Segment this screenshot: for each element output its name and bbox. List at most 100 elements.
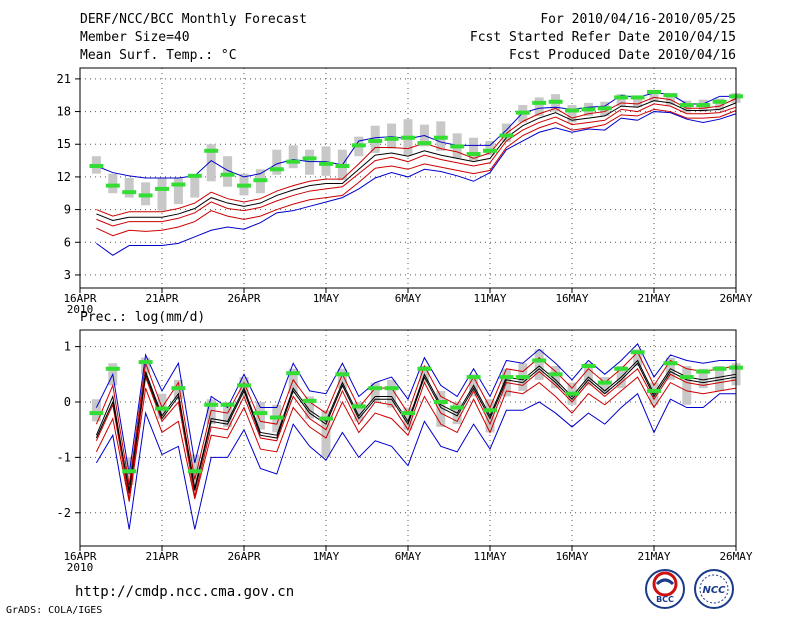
obs-marker — [171, 386, 186, 391]
x-tick-label: 11MAY — [473, 292, 506, 305]
obs-marker — [237, 183, 251, 188]
obs-marker — [614, 366, 629, 371]
temp-variable-label: Mean Surf. Temp.: °C — [80, 48, 237, 63]
series-middle — [95, 362, 737, 491]
ensemble-box — [354, 402, 364, 422]
obs-marker — [204, 148, 219, 153]
forecast-period: For 2010/04/16-2010/05/25 — [540, 12, 736, 27]
obs-marker — [335, 164, 350, 169]
obs-marker — [597, 380, 612, 385]
series-mean — [96, 100, 737, 221]
x-tick-label: 26MAY — [719, 292, 752, 305]
ensemble-box — [173, 178, 183, 205]
obs-marker — [155, 406, 169, 411]
obs-marker — [630, 350, 645, 355]
obs-marker — [433, 400, 448, 404]
obs-marker — [220, 172, 235, 177]
ensemble-box — [272, 149, 282, 175]
ensemble-box — [223, 156, 233, 187]
ensemble-box — [633, 349, 643, 366]
obs-marker — [532, 358, 547, 363]
obs-marker — [712, 366, 727, 371]
obs-marker — [269, 167, 284, 172]
ensemble-box — [633, 96, 643, 108]
obs-marker — [187, 469, 202, 474]
ensemble-box — [108, 173, 118, 194]
ensemble-box — [403, 407, 413, 430]
y-tick-label: 6 — [64, 235, 71, 249]
ensemble-box — [551, 366, 561, 389]
ensemble-box — [255, 402, 265, 430]
obs-marker — [663, 361, 678, 366]
series-lower-inner-2 — [95, 376, 737, 502]
obs-marker — [433, 135, 448, 140]
y-tick-label: 18 — [57, 105, 71, 119]
y-tick-label: -2 — [57, 506, 71, 520]
ensemble-box — [436, 390, 446, 427]
obs-marker — [696, 369, 711, 374]
ensemble-box — [567, 105, 577, 123]
ensemble-box — [616, 94, 626, 107]
x-tick-label: 26MAY — [719, 550, 752, 563]
ensemble-box — [370, 382, 380, 402]
obs-marker — [663, 93, 678, 98]
obs-marker — [466, 152, 481, 157]
x-tick-label: 6MAY — [395, 292, 422, 305]
y-tick-label: 12 — [57, 170, 71, 184]
x-tick-label: 26APR — [227, 550, 260, 563]
obs-marker — [515, 375, 530, 380]
obs-marker — [187, 173, 202, 178]
obs-marker — [450, 144, 465, 149]
obs-marker — [696, 103, 711, 108]
x-tick-label: 16APR — [63, 292, 96, 305]
ensemble-box — [91, 399, 101, 422]
obs-marker — [597, 106, 612, 111]
obs-marker — [581, 364, 596, 368]
obs-marker — [204, 402, 219, 407]
y-tick-label: 9 — [64, 203, 71, 217]
ensemble-box — [206, 144, 216, 182]
obs-marker — [138, 360, 153, 365]
x-tick-label: 21APR — [145, 292, 178, 305]
ensemble-box — [600, 377, 610, 394]
obs-marker — [155, 186, 169, 191]
ensemble-box — [190, 174, 200, 198]
obs-marker — [302, 398, 317, 403]
ensemble-box — [583, 363, 593, 386]
x-tick-label: 21MAY — [637, 292, 670, 305]
obs-marker — [89, 164, 104, 169]
x-tick-label: 6MAY — [395, 550, 422, 563]
source-url[interactable]: http://cmdp.ncc.cma.gov.cn — [75, 584, 295, 600]
obs-marker — [335, 372, 350, 377]
ensemble-box — [223, 402, 233, 427]
x-tick-label: 16MAY — [555, 550, 588, 563]
ensemble-box — [715, 98, 725, 111]
series-lower-inner-2 — [96, 108, 737, 237]
y-tick-label: 1 — [64, 340, 71, 354]
ensemble-box — [387, 379, 397, 408]
grads-credit: GrADS: COLA/IGES — [6, 605, 103, 616]
obs-marker — [237, 383, 251, 388]
member-size: Member Size=40 — [80, 30, 190, 45]
obs-marker — [351, 143, 366, 148]
obs-marker — [401, 411, 415, 416]
obs-marker — [499, 375, 514, 380]
obs-marker — [368, 386, 383, 391]
obs-marker — [319, 161, 333, 166]
obs-marker — [319, 416, 333, 421]
ensemble-box — [534, 97, 544, 116]
ensemble-box — [665, 93, 675, 106]
obs-marker — [679, 375, 694, 380]
obs-marker — [466, 375, 481, 380]
x-tick-label: 21MAY — [637, 550, 670, 563]
series-upper-inner — [95, 351, 737, 486]
ensemble-box — [387, 123, 397, 149]
series-lower — [95, 392, 736, 530]
x-tick-label: 16MAY — [555, 292, 588, 305]
obs-marker — [105, 366, 120, 371]
y-tick-label: -1 — [57, 450, 71, 464]
obs-marker — [483, 148, 497, 153]
obs-marker — [679, 103, 694, 108]
obs-marker — [581, 107, 596, 112]
obs-marker — [138, 193, 153, 198]
